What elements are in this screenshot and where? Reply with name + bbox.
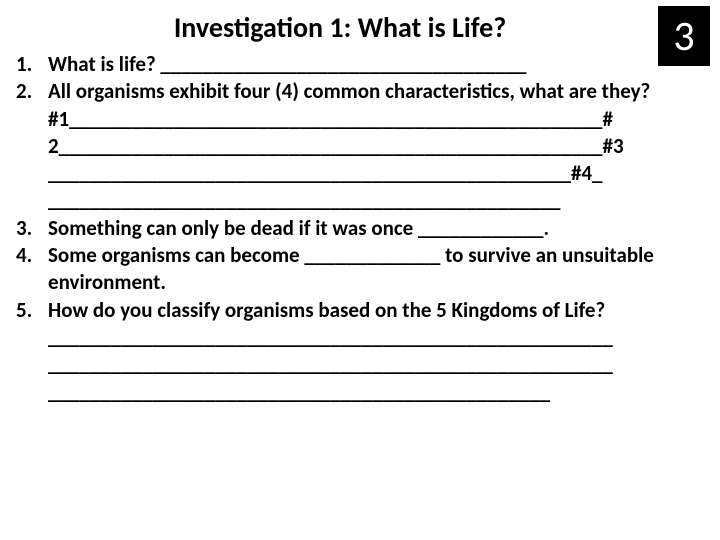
- question-2-lead: All organisms exhibit four (4) common ch…: [48, 78, 650, 104]
- question-2-blank-4: ________________________________________…: [48, 187, 561, 213]
- question-1: What is life? __________________________…: [12, 51, 700, 78]
- question-2: All organisms exhibit four (4) common ch…: [12, 78, 700, 214]
- question-2-blank-2: 2_______________________________________…: [48, 133, 624, 159]
- question-5-blank-2: ________________________________________…: [48, 351, 613, 377]
- question-1-text: What is life? __________________________…: [48, 51, 527, 77]
- question-3: Something can only be dead if it was onc…: [12, 215, 700, 242]
- question-list-container: What is life? __________________________…: [0, 51, 720, 406]
- question-5-lead: How do you classify organisms based on t…: [48, 297, 605, 323]
- question-3-text: Something can only be dead if it was onc…: [48, 215, 549, 241]
- question-4: Some organisms can become _____________ …: [12, 242, 700, 297]
- question-2-blank-3: ________________________________________…: [48, 160, 603, 186]
- question-5-blank-3: ________________________________________…: [48, 379, 550, 405]
- question-5: How do you classify organisms based on t…: [12, 297, 700, 406]
- question-list: What is life? __________________________…: [12, 51, 700, 406]
- question-4-text: Some organisms can become _____________ …: [48, 242, 654, 295]
- question-2-blank-1: #1______________________________________…: [48, 106, 613, 132]
- question-5-blank-1: ________________________________________…: [48, 324, 613, 350]
- page-title: Investigation 1: What is Life?: [0, 0, 720, 51]
